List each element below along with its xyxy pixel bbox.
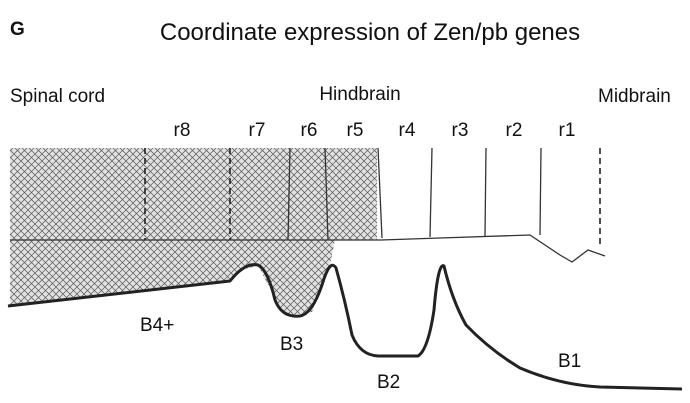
rhombomere-label: r6: [301, 120, 318, 141]
boundary: [377, 147, 383, 239]
panel-label: G: [10, 19, 25, 40]
domain-label: B3: [280, 334, 303, 355]
rhombomere-label: r7: [249, 120, 266, 141]
hatched-domain: [10, 240, 335, 316]
rhombomere-label: r5: [347, 120, 364, 141]
rhombomere-label: r1: [559, 120, 576, 141]
title: Coordinate expression of Zen/pb genes: [160, 19, 580, 46]
region-label: Midbrain: [598, 86, 671, 107]
hatched-domain: [10, 148, 377, 240]
rhombomere-label: r8: [174, 120, 191, 141]
domain-label: B4+: [140, 315, 174, 336]
rhombomere-label: r2: [506, 120, 523, 141]
domain-label: B2: [377, 372, 400, 393]
boundary: [539, 147, 542, 236]
boundary: [484, 147, 487, 237]
boundary: [287, 147, 291, 241]
expression-curve: [7, 263, 683, 391]
boundary: [324, 147, 329, 241]
rhombomere-label: r4: [399, 120, 416, 141]
domain-label: B1: [558, 351, 581, 372]
region-label: Spinal cord: [10, 86, 105, 107]
neural-outline: [10, 234, 606, 263]
region-label: Hindbrain: [319, 84, 400, 105]
boundary: [429, 147, 433, 238]
rhombomere-label: r3: [452, 120, 469, 141]
